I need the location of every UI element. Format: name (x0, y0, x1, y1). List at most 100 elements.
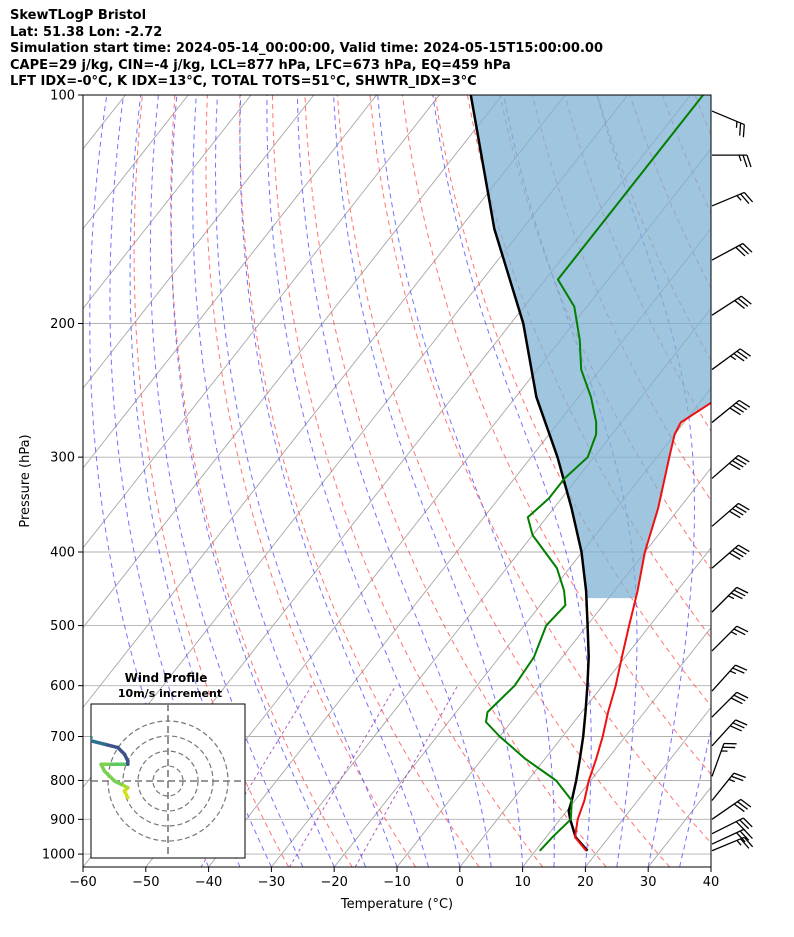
y-tick-label: 500 (50, 619, 75, 634)
wind-barb-flag (730, 697, 743, 705)
y-tick-label: 900 (50, 813, 75, 828)
wind-barb-flag (735, 457, 747, 465)
wind-barb-staff (711, 110, 745, 126)
wind-barb-staff (711, 191, 745, 207)
wind-barb-flag (729, 552, 741, 561)
chart-header: SkewTLogP Bristol Lat: 51.38 Lon: -2.72 … (10, 8, 603, 91)
wind-barb-flag (736, 625, 749, 633)
wind-barb-flag (738, 544, 750, 553)
mixing-ratio-line (200, 685, 313, 867)
wind-barb-staff (711, 399, 740, 423)
wind-barb-flag (735, 821, 746, 832)
x-tick-label: −40 (195, 875, 222, 890)
isotherm-line (83, 95, 377, 469)
wind-barb-flag (733, 589, 746, 597)
wind-barb (711, 828, 753, 845)
wind-barb (711, 454, 750, 479)
wind-barb-flag (740, 798, 752, 808)
wind-barb-half-flag (729, 670, 737, 675)
dry-adiabat-line (336, 95, 671, 867)
dry-adiabat-line (728, 95, 794, 867)
wind-barb-flag (735, 547, 747, 555)
x-axis-label: Temperature (°C) (340, 897, 453, 912)
x-tick-label: 30 (640, 875, 657, 890)
wind-barb-staff (711, 664, 736, 692)
wind-barb-flag (738, 244, 749, 255)
hodograph-segment (102, 742, 120, 750)
wind-barb-flag (743, 828, 753, 840)
wind-barb-staff (711, 502, 739, 527)
wind-barb (711, 772, 746, 801)
chart-title: SkewTLogP Bristol (10, 8, 147, 23)
wind-barb-half-flag (730, 631, 738, 636)
isotherm-line (459, 547, 711, 867)
isotherm-line (208, 227, 711, 867)
wind-barb-flag (733, 694, 746, 702)
wind-barb-staff (711, 772, 735, 801)
wind-barb-flag (735, 664, 748, 671)
dry-adiabat-line (271, 95, 544, 867)
wind-barb-flag (732, 404, 744, 413)
x-tick-label: −60 (69, 875, 96, 890)
wind-barb-flag (736, 832, 746, 843)
wind-barb-flag (742, 243, 753, 253)
wind-barb-flag (731, 460, 744, 468)
wind-barb-flag (738, 502, 750, 511)
wind-barb (711, 191, 754, 207)
wind-barb-flag (729, 510, 741, 519)
dry-adiabat-line (401, 95, 711, 776)
wind-barb-flag (732, 722, 745, 729)
wind-barb (711, 691, 749, 718)
moist-adiabat-line (192, 95, 367, 867)
isotherm-line (83, 95, 503, 629)
wind-barb-flag (739, 122, 742, 136)
moist-adiabat-line (296, 95, 492, 867)
location-line: Lat: 51.38 Lon: -2.72 (10, 24, 163, 40)
wind-barb-flag (732, 549, 744, 558)
x-tick-label: −20 (320, 875, 347, 890)
isotherm-line (584, 706, 711, 867)
wind-barb-flag (740, 838, 750, 849)
wind-barb-flag (736, 586, 749, 594)
wind-barb-flag (729, 407, 741, 416)
wind-barb-flag (735, 719, 748, 726)
wind-barb-flag (735, 246, 746, 257)
dry-adiabat-line (205, 95, 417, 867)
wind-barb (711, 836, 754, 852)
wind-barb-half-flag (738, 154, 742, 162)
wind-barb-half-flag (736, 839, 742, 846)
wind-barb-flag (739, 819, 750, 830)
isotherm-line (710, 866, 711, 867)
wind-barb-staff (711, 719, 737, 747)
wind-barb-flag (735, 402, 748, 411)
x-tick-label: 10 (514, 875, 531, 890)
moist-adiabat-line (214, 95, 398, 867)
mixing-ratio-line (354, 685, 459, 867)
wind-barb-flag (743, 192, 754, 203)
wind-barb-flag (739, 830, 750, 841)
x-tick-label: 40 (703, 875, 720, 890)
isotherm-line (83, 95, 189, 230)
dry-adiabat-line (369, 95, 711, 844)
hodograph-plot (91, 704, 245, 858)
wind-barb-staff (711, 828, 745, 845)
wind-barb (711, 242, 753, 261)
moist-adiabat-line (596, 95, 695, 867)
wind-barb-staff (711, 691, 738, 718)
isotherm-line (522, 626, 711, 867)
wind-barb-flag (740, 193, 750, 204)
isotherm-line (771, 95, 794, 870)
x-tick-label: 20 (577, 875, 594, 890)
parcel-profile-line (469, 95, 590, 852)
y-axis-label: Pressure (hPa) (18, 434, 33, 527)
wind-barb (711, 798, 752, 820)
wind-barb-flag (733, 803, 745, 813)
moist-adiabat-line (333, 95, 524, 867)
wind-barb-flag (736, 350, 748, 360)
wind-barb-flag (729, 725, 742, 732)
y-tick-label: 100 (50, 89, 75, 104)
wind-barb-flag (746, 154, 752, 168)
indices-line: LFT IDX=-0°C, K IDX=13°C, TOTAL TOTS=51°… (10, 74, 477, 89)
wind-barb (711, 295, 752, 316)
